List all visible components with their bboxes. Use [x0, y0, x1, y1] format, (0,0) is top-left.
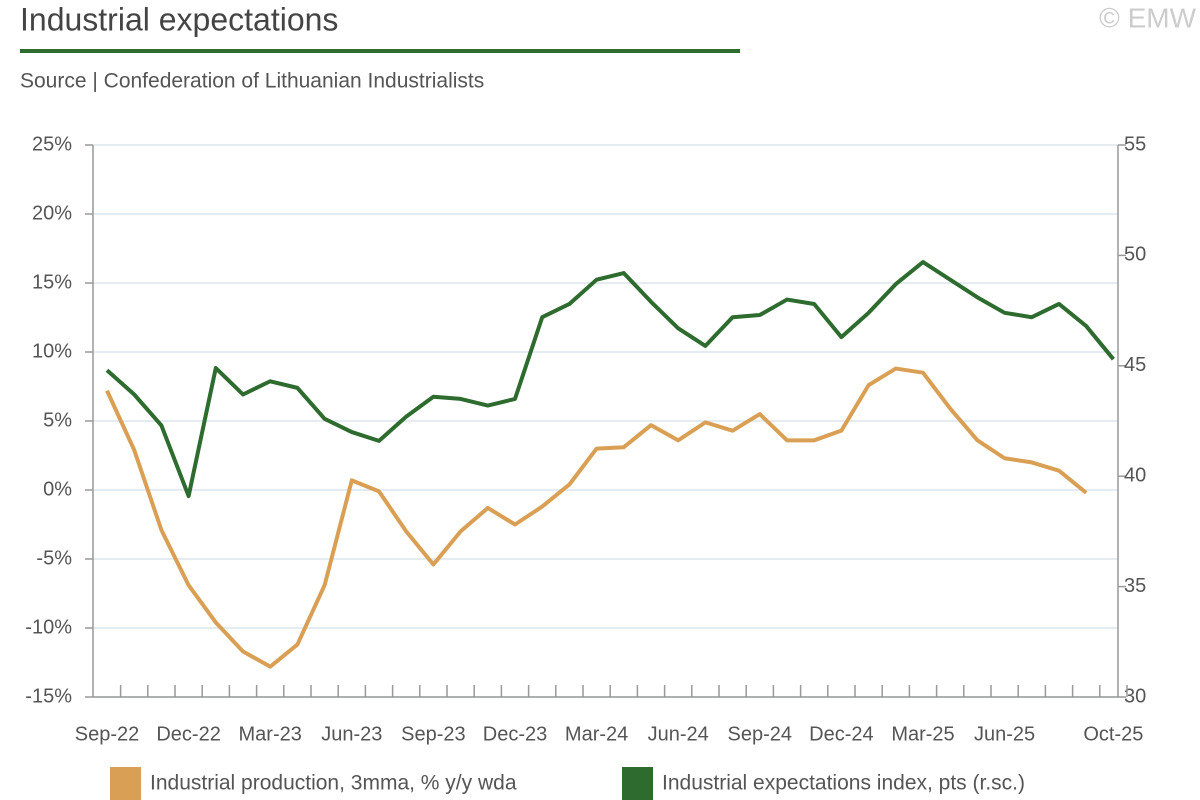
x-tick-label: Dec-24	[809, 723, 873, 745]
legend-swatch	[622, 767, 653, 800]
y-tick-label: -5%	[36, 547, 72, 569]
y2-tick-label: 35	[1124, 575, 1146, 597]
series-line	[105, 366, 1088, 669]
legend-label: Industrial production, 3mma, % y/y wda	[150, 772, 517, 795]
y2-tick-label: 50	[1124, 244, 1146, 266]
x-tick-label: Oct-25	[1083, 723, 1143, 745]
y2-tick-label: 40	[1124, 464, 1146, 486]
x-tick-label: Sep-23	[401, 723, 466, 745]
y-tick-label: 15%	[32, 271, 72, 293]
x-tick-label: Mar-23	[239, 723, 302, 745]
x-tick-label: Jun-25	[974, 723, 1035, 745]
y-tick-label: -10%	[25, 616, 72, 638]
y-tick-label: 25%	[32, 133, 72, 155]
x-tick-label: Dec-22	[156, 723, 220, 745]
y-tick-label: 5%	[43, 409, 72, 431]
y-tick-label: 10%	[32, 340, 72, 362]
copyright: © EMW	[1099, 2, 1196, 33]
series-line	[105, 260, 1115, 499]
x-tick-label: Sep-24	[728, 723, 793, 745]
subtitle: Source | Confederation of Lithuanian Ind…	[20, 70, 484, 93]
x-tick-label: Sep-22	[75, 723, 140, 745]
legend-label: Industrial expectations index, pts (r.sc…	[662, 772, 1025, 795]
x-tick-label: Dec-23	[483, 723, 547, 745]
y-tick-label: -15%	[25, 685, 72, 707]
y2-tick-label: 45	[1124, 354, 1146, 376]
y2-tick-label: 55	[1124, 133, 1146, 155]
x-tick-label: Mar-24	[565, 723, 628, 745]
x-tick-label: Jun-23	[321, 723, 382, 745]
y-tick-label: 0%	[43, 478, 72, 500]
x-tick-label: Jun-24	[648, 723, 709, 745]
legend-swatch	[110, 767, 141, 800]
x-tick-label: Mar-25	[891, 723, 954, 745]
y2-tick-label: 30	[1124, 685, 1146, 707]
chart-title: Industrial expectations	[20, 1, 338, 37]
y-tick-label: 20%	[32, 202, 72, 224]
